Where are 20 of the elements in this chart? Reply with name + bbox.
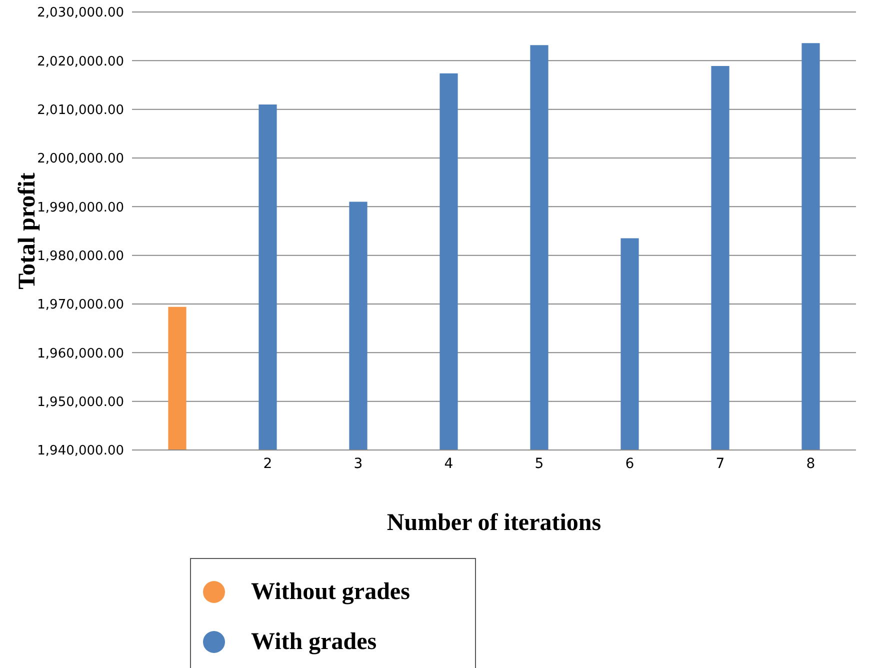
x-tick-label: 8 — [806, 456, 816, 472]
x-tick-label: 3 — [354, 456, 363, 472]
y-tick-label: 2,010,000.00 — [37, 102, 124, 118]
x-axis-title: Number of iterations — [386, 510, 602, 536]
y-tick-label: 1,960,000.00 — [37, 346, 124, 362]
y-tick-label: 1,970,000.00 — [37, 298, 124, 313]
y-tick-label: 1,980,000.00 — [37, 248, 124, 264]
y-tick-label: 1,950,000.00 — [37, 394, 124, 410]
legend-label: With grades — [251, 628, 377, 656]
y-tick-label: 1,940,000.00 — [37, 444, 124, 459]
x-tick-label: 2 — [263, 456, 272, 472]
y-tick-label: 1,990,000.00 — [37, 200, 124, 216]
y-tick-label: 2,000,000.00 — [37, 152, 124, 167]
legend-label: Without grades — [251, 578, 410, 606]
x-tick-label: 6 — [625, 456, 634, 472]
y-tick-label: 2,020,000.00 — [37, 54, 124, 70]
x-tick-label: 5 — [534, 456, 544, 472]
x-tick-label: 7 — [716, 456, 725, 472]
y-tick-label: 2,030,000.00 — [37, 6, 124, 21]
x-tick-label: 4 — [444, 456, 454, 472]
